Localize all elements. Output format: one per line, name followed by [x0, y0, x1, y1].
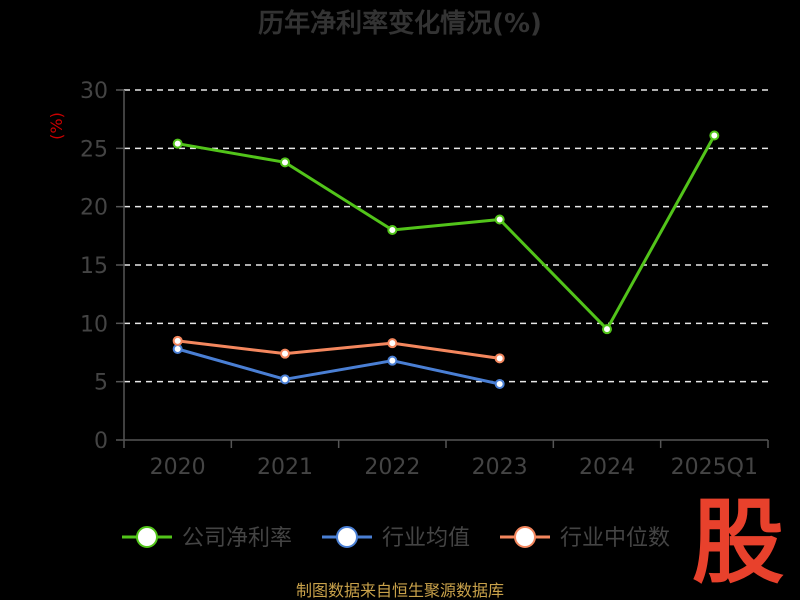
y-tick-label: 10 [80, 312, 108, 337]
data-point[interactable] [172, 138, 183, 149]
data-point[interactable] [280, 157, 290, 168]
data-point[interactable] [494, 353, 505, 364]
legend-item-0[interactable]: 公司净利率 [122, 526, 292, 551]
series-0 [172, 130, 720, 335]
chart-title: 历年净利率变化情况(%) [258, 8, 542, 39]
x-tick-labels: 2020 2021 2022 2023 2024 2025Q1 [150, 455, 758, 480]
data-point[interactable] [494, 379, 505, 389]
data-point[interactable] [494, 214, 505, 225]
y-tick-label: 25 [80, 137, 108, 162]
legend-label: 公司净利率 [182, 526, 292, 551]
y-tick-label: 30 [80, 79, 108, 104]
x-tick-label: 2025Q1 [671, 455, 758, 480]
data-point[interactable] [172, 335, 183, 346]
grid-lines [124, 89, 768, 383]
legend-marker [514, 526, 536, 548]
legend-marker [136, 526, 158, 548]
data-source-note: 制图数据来自恒生聚源数据库 [296, 581, 504, 600]
data-point[interactable] [387, 355, 398, 366]
series-2 [172, 335, 505, 364]
y-tick-label: 0 [94, 429, 108, 454]
legend-marker [336, 526, 358, 548]
y-tick-label: 15 [80, 254, 108, 279]
data-point[interactable] [387, 225, 398, 235]
legend-item-1[interactable]: 行业均值 [322, 526, 470, 551]
y-tick-label: 20 [80, 196, 108, 221]
legend-item-2[interactable]: 行业中位数 [500, 526, 670, 551]
legend-label: 行业均值 [382, 526, 470, 551]
y-axis-label: (%) [47, 112, 66, 140]
legend-label: 行业中位数 [560, 526, 670, 551]
data-point[interactable] [602, 324, 612, 335]
x-tick-label: 2023 [472, 455, 528, 480]
series-line [177, 347, 500, 386]
x-tick-label: 2024 [579, 455, 635, 480]
brand-logo: 股 [692, 489, 784, 596]
data-point[interactable] [280, 348, 290, 359]
axes [116, 89, 769, 448]
y-tick-labels: 0 5 10 15 20 25 30 [80, 79, 108, 454]
data-point[interactable] [280, 374, 290, 385]
series-1 [172, 344, 505, 389]
data-point[interactable] [709, 130, 720, 141]
data-point[interactable] [172, 344, 183, 354]
x-tick-label: 2020 [150, 455, 206, 480]
series-lines [172, 130, 720, 389]
x-tick-label: 2022 [364, 455, 420, 480]
data-point[interactable] [387, 338, 398, 349]
series-line [177, 134, 716, 331]
series-line [177, 339, 500, 360]
y-tick-label: 5 [94, 371, 108, 396]
legend[interactable]: 公司净利率 行业均值 行业中位数 [122, 526, 670, 551]
x-tick-label: 2021 [257, 455, 313, 480]
